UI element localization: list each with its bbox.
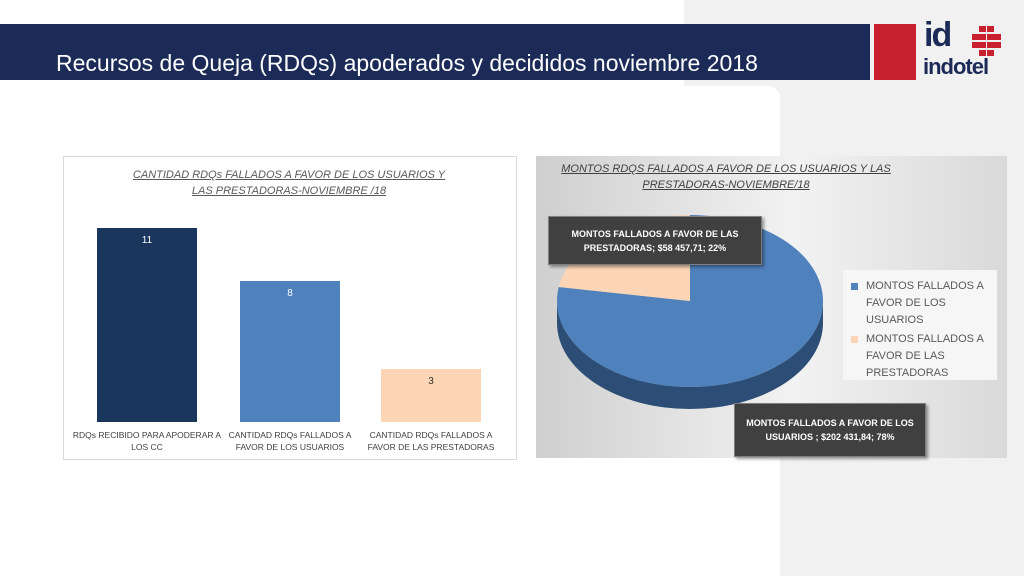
- title-bar: [0, 24, 870, 80]
- logo-red-block: [874, 24, 916, 80]
- bar-category-label-3: CANTIDAD RDQs FALLADOS A FAVOR DE LAS PR…: [367, 430, 495, 452]
- bar-category-label-1: RDQs RECIBIDO PARA APODERAR A LOS CC: [72, 430, 222, 452]
- pie-data-label-prestadoras: MONTOS FALLADOS A FAVOR DE LAS PRESTADOR…: [548, 216, 762, 265]
- legend-swatch-prestadoras: [851, 336, 858, 343]
- pie-legend: MONTOS FALLADOS A FAVOR DE LOS USUARIOS …: [843, 270, 997, 380]
- bar-value-label-3: 3: [428, 376, 434, 388]
- pie-chart-title: MONTOS RDQS FALLADOS A FAVOR DE LOS USUA…: [561, 163, 891, 191]
- logo-mark: id: [924, 16, 952, 54]
- legend-swatch-usuarios: [851, 283, 858, 290]
- bar-3: [381, 369, 481, 422]
- logo-wordmark: indotel: [923, 54, 989, 79]
- legend-label-prestadoras: MONTOS FALLADOS A FAVOR DE LAS PRESTADOR…: [866, 333, 984, 379]
- bar-value-label-2: 8: [287, 287, 293, 299]
- bar-category-label-2: CANTIDAD RDQs FALLADOS A FAVOR DE LOS US…: [228, 430, 352, 452]
- bar-value-label-1: 11: [141, 235, 153, 246]
- bar-chart: CANTIDAD RDQs FALLADOS A FAVOR DE LOS US…: [63, 156, 517, 460]
- pie-side-1: [557, 301, 823, 409]
- bar-chart-title: CANTIDAD RDQs FALLADOS A FAVOR DE LOS US…: [132, 169, 446, 197]
- slide-title: Recursos de Queja (RDQs) apoderados y de…: [56, 50, 758, 76]
- pie-data-label-usuarios: MONTOS FALLADOS A FAVOR DE LOS USUARIOS …: [734, 403, 926, 457]
- bar-1: [97, 228, 197, 422]
- legend-label-usuarios: MONTOS FALLADOS A FAVOR DE LOS USUARIOS: [866, 280, 984, 326]
- logo-grid-icon: [972, 26, 1001, 56]
- indotel-logo: id indotel: [874, 16, 1004, 84]
- pie-chart: MONTOS RDQS FALLADOS A FAVOR DE LOS USUA…: [536, 156, 1007, 458]
- bar-2: [240, 280, 340, 422]
